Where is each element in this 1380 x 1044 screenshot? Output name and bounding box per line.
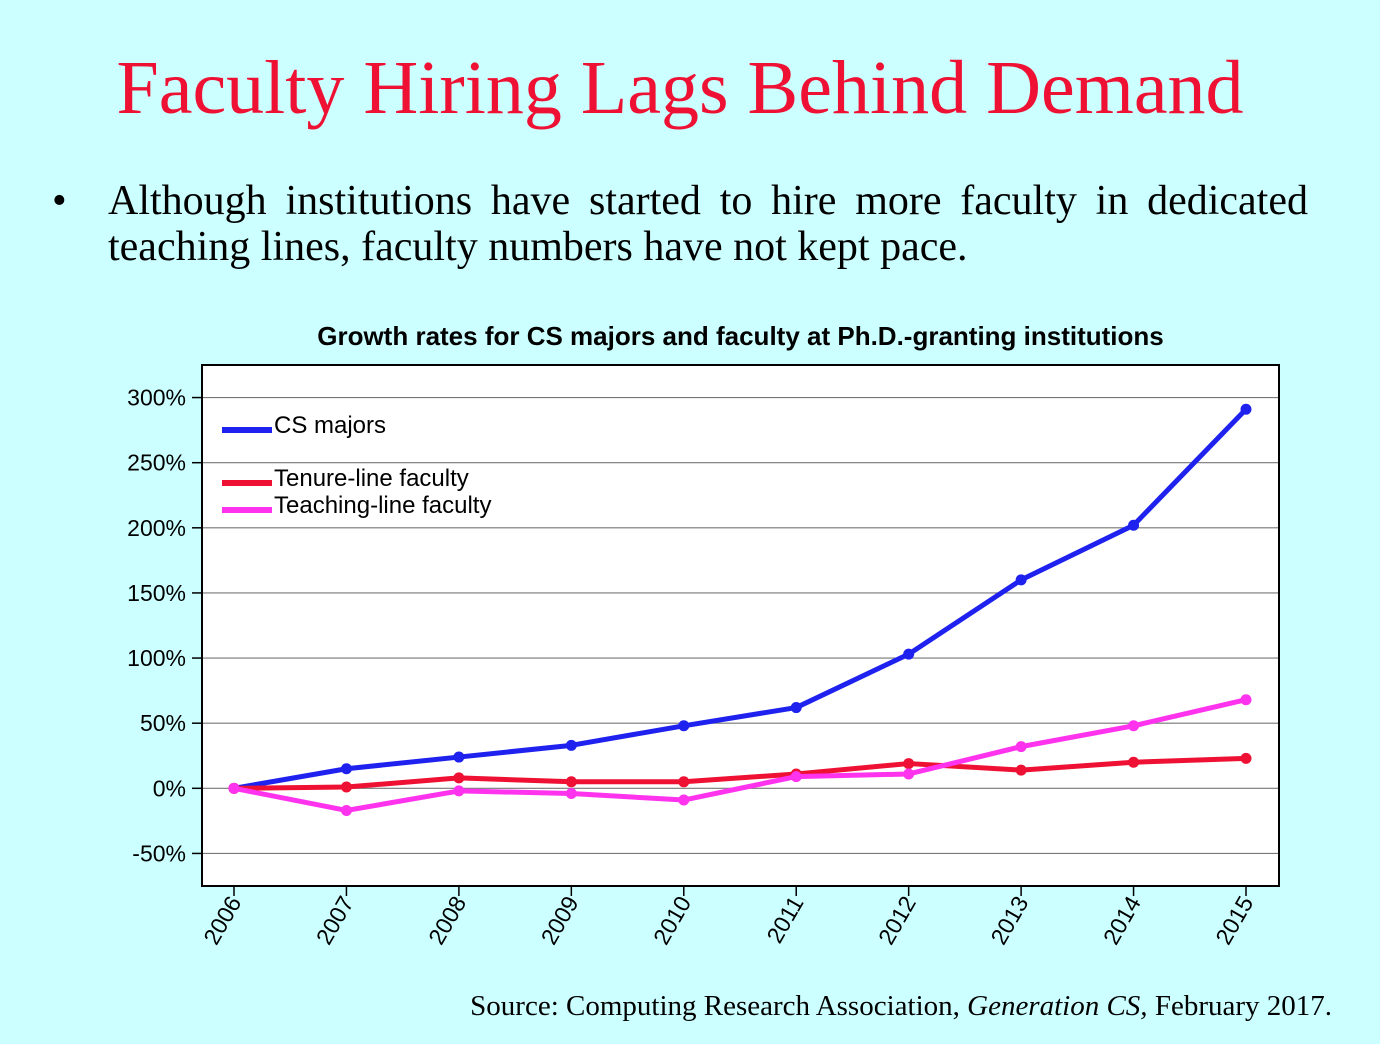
data-point-teaching-line-faculty: [903, 768, 915, 780]
x-tick-label: 2014: [1098, 891, 1146, 948]
bullet-dot: •: [52, 178, 67, 224]
data-point-tenure-line-faculty: [340, 781, 352, 793]
source-prefix: Source: Computing Research Association,: [470, 990, 968, 1022]
source-publication: Generation CS,: [967, 990, 1148, 1022]
legend-label-tenure-line-faculty: Tenure-line faculty: [274, 465, 469, 492]
x-tick-label: 2008: [423, 892, 471, 949]
data-point-tenure-line-faculty: [565, 776, 577, 788]
data-point-teaching-line-faculty: [453, 785, 465, 797]
chart-title: Growth rates for CS majors and faculty a…: [317, 321, 1164, 351]
data-point-tenure-line-faculty: [903, 758, 915, 770]
data-point-cs-majors: [1240, 403, 1252, 415]
data-point-cs-majors: [1128, 519, 1140, 531]
data-point-cs-majors: [565, 739, 577, 751]
data-point-teaching-line-faculty: [678, 794, 690, 806]
x-tick-label: 2013: [985, 892, 1033, 949]
legend-label-cs-majors: CS majors: [274, 412, 386, 439]
data-point-tenure-line-faculty: [1240, 752, 1252, 764]
y-tick-label: 150%: [127, 580, 186, 606]
data-point-teaching-line-faculty: [228, 782, 240, 794]
x-tick-label: 2015: [1210, 892, 1258, 949]
data-point-teaching-line-faculty: [790, 771, 802, 783]
y-tick-label: 100%: [127, 645, 186, 671]
y-tick-label: 50%: [140, 710, 186, 736]
series-line-cs-majors: [231, 406, 1249, 791]
plot-area: [202, 365, 1279, 886]
x-tick-label: 2012: [873, 892, 921, 949]
data-point-tenure-line-faculty: [1015, 764, 1027, 776]
data-point-cs-majors: [453, 751, 465, 763]
x-tick-label: 2007: [311, 892, 359, 949]
slide-title: Faculty Hiring Lags Behind Demand: [116, 46, 1244, 130]
y-tick-label: 200%: [127, 515, 186, 541]
data-point-tenure-line-faculty: [453, 772, 465, 784]
growth-rate-chart: Growth rates for CS majors and faculty a…: [127, 321, 1280, 949]
data-point-tenure-line-faculty: [678, 776, 690, 788]
y-tick-label: 0%: [153, 775, 186, 801]
x-tick-label: 2006: [198, 892, 246, 949]
data-point-tenure-line-faculty: [1128, 756, 1140, 768]
legend-label-teaching-line-faculty: Teaching-line faculty: [274, 492, 491, 519]
plot-frame: [201, 364, 1280, 887]
y-tick-label: 300%: [127, 385, 186, 411]
series-line-teaching-line-faculty: [231, 697, 1249, 813]
bullet-text: Although institutions have started to hi…: [108, 178, 1308, 270]
x-tick-label: 2009: [536, 892, 584, 949]
source-citation: Source: Computing Research Association, …: [470, 990, 1332, 1023]
source-suffix: February 2017.: [1147, 990, 1332, 1022]
data-point-cs-majors: [903, 648, 915, 660]
data-point-teaching-line-faculty: [1240, 694, 1252, 706]
data-point-teaching-line-faculty: [1015, 741, 1027, 753]
y-tick-label: -50%: [132, 840, 186, 866]
data-point-cs-majors: [678, 720, 690, 732]
data-point-teaching-line-faculty: [340, 804, 352, 816]
series-line-tenure-line-faculty: [231, 755, 1249, 791]
y-tick-label: 250%: [127, 450, 186, 476]
data-point-teaching-line-faculty: [1128, 720, 1140, 732]
chart-container: Growth rates for CS majors and faculty a…: [0, 300, 1380, 1000]
data-point-cs-majors: [340, 763, 352, 775]
bullet-point: • Although institutions have started to …: [52, 178, 1308, 270]
data-point-cs-majors: [790, 702, 802, 714]
x-tick-label: 2011: [761, 892, 808, 948]
x-tick-label: 2010: [648, 892, 696, 949]
data-point-teaching-line-faculty: [565, 788, 577, 800]
data-point-cs-majors: [1015, 574, 1027, 586]
